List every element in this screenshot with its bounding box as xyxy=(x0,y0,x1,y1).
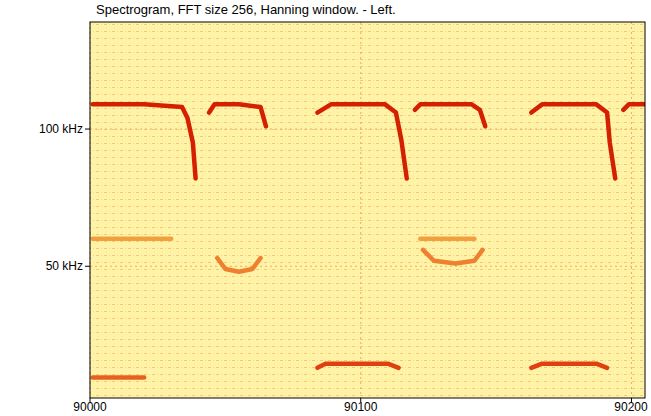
grid-line xyxy=(90,266,645,267)
grid-line xyxy=(631,22,632,398)
y-tick-label: 100 kHz xyxy=(39,122,83,136)
contour-line xyxy=(93,375,144,380)
contour-line xyxy=(217,258,260,272)
contour-line xyxy=(93,237,172,242)
contour-line xyxy=(415,104,485,126)
title: Spectrogram, FFT size 256, Hanning windo… xyxy=(96,2,396,17)
contour-line xyxy=(423,250,483,264)
x-tick-label: 90100 xyxy=(344,400,378,414)
chart: Spectrogram, FFT size 256, Hanning windo… xyxy=(0,0,651,416)
contour-line xyxy=(209,104,266,126)
contour-line xyxy=(317,104,406,178)
contour-line xyxy=(317,364,398,368)
contour-line xyxy=(93,104,196,178)
plot-frame xyxy=(90,22,645,398)
x-tick-label: 90200 xyxy=(614,400,648,414)
grid-line xyxy=(360,22,361,398)
contour-line xyxy=(531,104,615,178)
contour-line xyxy=(420,237,474,242)
contour-line xyxy=(623,104,645,109)
y-tick xyxy=(85,129,90,130)
data-group xyxy=(93,104,645,377)
contour-line xyxy=(531,364,607,368)
x-tick-label: 90000 xyxy=(73,400,107,414)
y-tick xyxy=(85,266,90,267)
y-tick-label: 50 kHz xyxy=(46,259,83,273)
grid-line xyxy=(90,129,645,130)
plot-background xyxy=(90,22,645,398)
